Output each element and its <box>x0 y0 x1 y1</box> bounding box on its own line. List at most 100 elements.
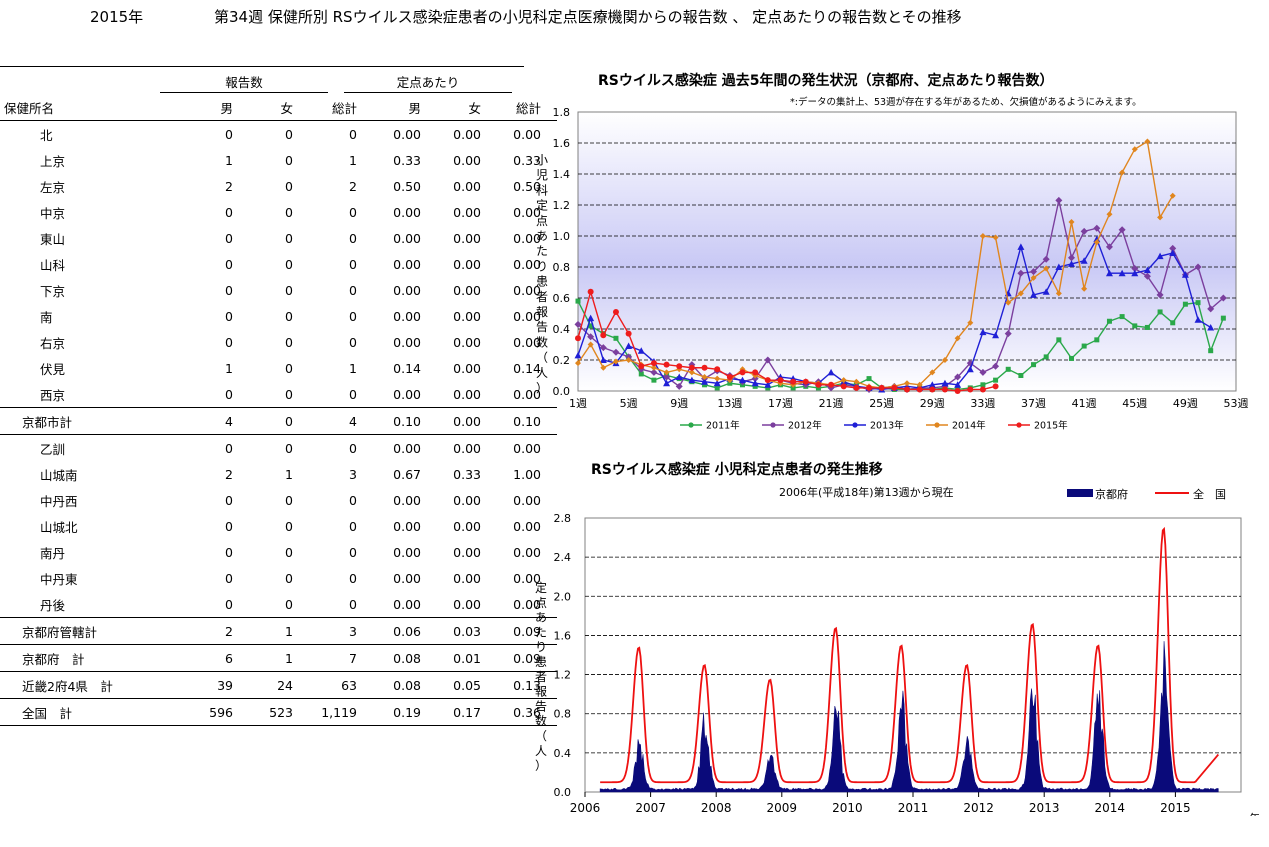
chart1-point <box>752 383 758 389</box>
chart1-point <box>575 360 581 367</box>
row-value: 0.00 <box>393 230 421 246</box>
chart1-point <box>1068 219 1075 226</box>
chart1-point <box>992 362 1000 370</box>
chart1-point <box>1068 254 1075 262</box>
chart1-point <box>941 386 948 393</box>
row-name: 中丹西 <box>40 493 78 509</box>
chart1-xtick: 33週 <box>970 397 995 410</box>
row-value: 0.00 <box>513 308 541 324</box>
row-value: 0.09 <box>481 617 541 645</box>
row-name: 北 <box>0 120 195 147</box>
chart1-point <box>702 382 708 388</box>
row-value: 0 <box>225 230 233 246</box>
chart1-point <box>1093 224 1101 232</box>
chart1-point <box>916 381 923 388</box>
row-name: 下京 <box>40 283 66 299</box>
chart1-point <box>676 363 683 370</box>
row-value: 0.00 <box>453 518 481 534</box>
chart2-ytick: 1.2 <box>554 669 572 682</box>
row-name: 東山 <box>40 231 66 247</box>
row-value: 0 <box>349 230 357 246</box>
row-value: 0.00 <box>513 492 541 508</box>
row-value: 0.00 <box>453 152 481 168</box>
chart1-point <box>866 384 873 391</box>
chart1-point <box>1105 269 1113 277</box>
row-value: 0 <box>285 518 293 534</box>
chart1-point <box>1169 244 1177 252</box>
row-value: 0.00 <box>513 282 541 298</box>
chart1-point <box>1017 269 1025 277</box>
row-value: 0.00 <box>453 596 481 612</box>
row-value: 0.00 <box>453 360 481 376</box>
row-value: 0.00 <box>513 256 541 272</box>
chart2-ylabel-char: 人 <box>535 744 547 758</box>
chart1-point <box>1144 324 1150 330</box>
chart1-xtick: 45週 <box>1122 397 1147 410</box>
row-value: 0 <box>285 334 293 350</box>
chart1-point <box>701 364 708 371</box>
row-value: 0 <box>233 434 293 461</box>
chart1-legend-marker <box>934 422 940 428</box>
chart1-point <box>1170 320 1176 326</box>
chart1-ylabel-char: り <box>536 259 548 273</box>
chart1-point <box>587 341 594 348</box>
table-header-row: 保健所名 男 女 総計 男 女 総計 <box>0 94 557 121</box>
row-value: 0.08 <box>373 644 421 672</box>
col-header-male: 男 <box>220 100 233 116</box>
chart1-point <box>600 364 607 371</box>
row-value: 0 <box>285 596 293 612</box>
chart1-point <box>688 364 695 371</box>
col-header-per-female: 女 <box>468 100 481 116</box>
table-row: 南 0 0 0 0.00 0.00 0.00 <box>0 303 557 329</box>
chart2-plot-area <box>584 517 1242 793</box>
chart2-ytick: 0.8 <box>554 708 572 721</box>
row-name: 南 <box>40 309 53 325</box>
table-row: 左京 2 0 2 0.50 0.00 0.50 <box>0 173 557 199</box>
chart1-xtick: 53週 <box>1224 397 1249 410</box>
chart1-point <box>1043 265 1050 272</box>
chart1-point <box>1105 243 1113 251</box>
row-value: 0.00 <box>373 434 421 461</box>
report-year: 2015年 <box>90 8 144 26</box>
chart1-point <box>625 357 632 363</box>
table-row: 中丹東 0 0 0 0.00 0.00 0.00 <box>0 565 557 591</box>
chart1-point <box>726 374 733 381</box>
chart1-point <box>1169 192 1176 199</box>
chart1-point <box>701 378 709 385</box>
chart1-point <box>765 385 771 391</box>
col-header-per-total: 総計 <box>515 100 541 116</box>
row-value: 0 <box>349 570 357 586</box>
chart1-point <box>1119 314 1125 320</box>
chart1-point <box>1043 354 1049 360</box>
row-value: 0 <box>195 434 233 461</box>
chart2-ytick: 0.4 <box>554 747 572 760</box>
chart1-point <box>714 375 721 382</box>
chart1-point <box>1195 300 1201 306</box>
chart2-xtick: 2015 <box>1160 801 1191 815</box>
chart1-point <box>802 378 809 385</box>
chart1-point <box>904 386 910 393</box>
chart1-ylabel-char: 患 <box>536 275 548 289</box>
row-value: 4 <box>195 407 233 435</box>
chart1-point <box>916 386 923 393</box>
chart1-ylabel-char: 者 <box>536 290 548 304</box>
chart1-point <box>904 380 910 387</box>
chart1-point <box>587 314 595 322</box>
chart1-point <box>764 381 772 388</box>
row-value: 0.14 <box>393 360 421 376</box>
row-value: 0 <box>349 518 357 534</box>
row-name: 南丹 <box>40 545 66 561</box>
row-name: 中京 <box>40 205 66 221</box>
row-value: 0.00 <box>393 570 421 586</box>
row-value: 0.00 <box>393 282 421 298</box>
row-value: 0 <box>285 282 293 298</box>
chart1-point <box>739 376 746 384</box>
chart1-point <box>701 374 708 381</box>
chart1-legend-label: 2013年 <box>870 420 904 432</box>
chart1-point <box>1156 291 1164 299</box>
chart2-ytick: 2.4 <box>554 551 572 564</box>
chart1-plot-area <box>577 111 1237 392</box>
chart1-point <box>713 379 721 387</box>
row-value: 0.00 <box>481 120 541 147</box>
chart1-point <box>1207 305 1215 313</box>
